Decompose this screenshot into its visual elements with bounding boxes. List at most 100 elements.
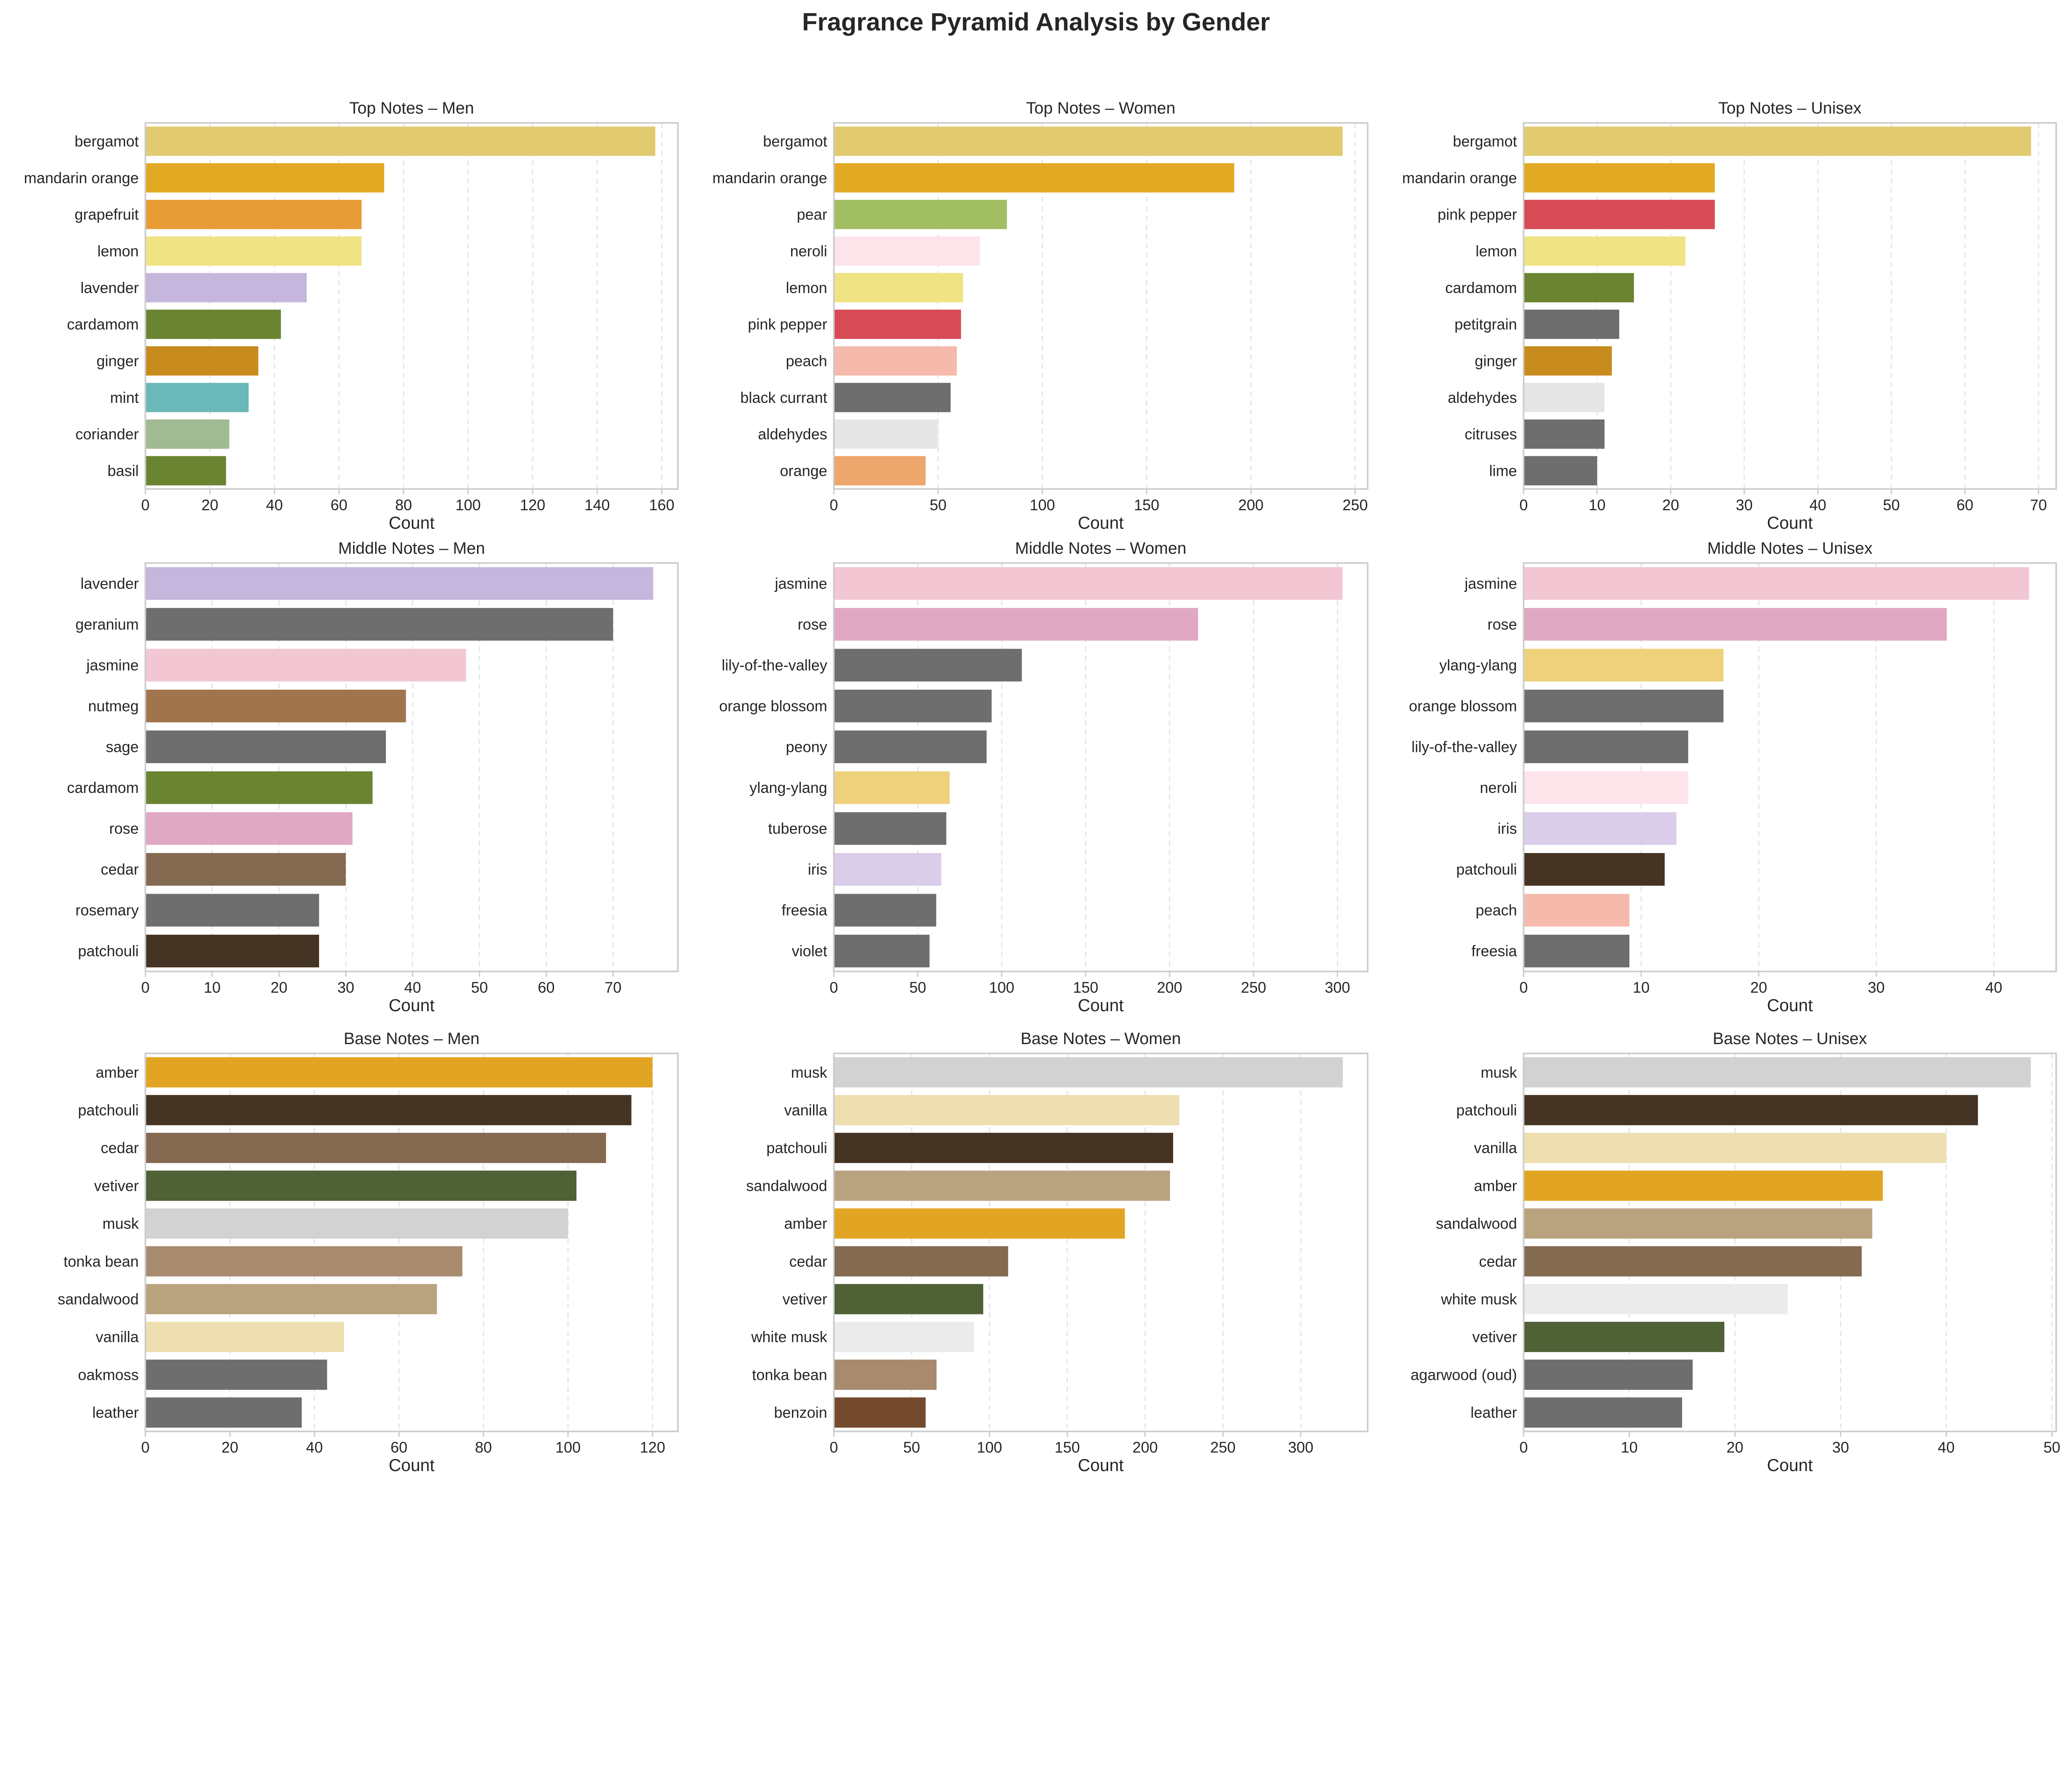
bar-lily-of-the-valley: [1523, 730, 1688, 763]
x-tick-label: 50: [471, 979, 488, 996]
x-tick-label: 50: [2043, 1439, 2060, 1456]
category-label: freesia: [782, 902, 828, 919]
category-label: patchouli: [1456, 1102, 1517, 1119]
x-axis-label: Count: [389, 1455, 435, 1475]
bar-musk: [834, 1057, 1343, 1088]
x-tick-label: 150: [1055, 1439, 1080, 1456]
axes-frame: [1523, 122, 2057, 490]
category-label: amber: [784, 1215, 827, 1232]
bar-musk: [145, 1208, 568, 1239]
bar-patchouli: [145, 935, 319, 967]
bar-patchouli: [1523, 1095, 1978, 1125]
bar-bergamot: [145, 126, 656, 156]
x-tick-label: 150: [1073, 979, 1098, 996]
x-tick-label: 100: [455, 497, 481, 514]
bar-geranium: [145, 608, 613, 641]
category-label: pink pepper: [1438, 206, 1517, 223]
category-label: lemon: [97, 242, 139, 259]
category-label: petitgrain: [1455, 316, 1517, 333]
category-label: cedar: [1479, 1253, 1517, 1270]
x-tick-label: 50: [903, 1439, 920, 1456]
axes-frame: [833, 562, 1369, 972]
x-tick-label: 0: [1519, 497, 1527, 514]
x-tick-label: 10: [1621, 1439, 1638, 1456]
bar-jasmine: [145, 649, 466, 682]
category-label: tuberose: [768, 820, 828, 837]
category-label: agarwood (oud): [1411, 1366, 1517, 1383]
x-tick-label: 100: [989, 979, 1014, 996]
category-label: aldehydes: [1448, 389, 1517, 406]
subplot-title: Middle Notes – Unisex: [1707, 539, 1873, 557]
category-label: bergamot: [763, 133, 827, 150]
subplot-title: Base Notes – Women: [1021, 1030, 1181, 1048]
x-tick-label: 10: [1633, 979, 1650, 996]
bar-tonka-bean: [834, 1360, 937, 1390]
category-label: rosemary: [75, 902, 139, 919]
category-label: amber: [96, 1064, 139, 1081]
bar-rosemary: [145, 894, 319, 927]
bar-grapefruit: [145, 200, 362, 229]
x-tick-label: 120: [640, 1439, 665, 1456]
x-tick-label: 140: [585, 497, 610, 514]
bar-patchouli: [145, 1095, 632, 1125]
bar-cardamom: [1523, 273, 1634, 303]
category-label: lemon: [1476, 242, 1517, 259]
category-label: pink pepper: [748, 316, 828, 333]
bar-bergamot: [834, 126, 1343, 156]
x-tick-label: 250: [1210, 1439, 1235, 1456]
axes-frame: [833, 122, 1369, 490]
category-label: lemon: [786, 279, 827, 296]
category-label: vanilla: [1474, 1139, 1518, 1156]
bar-cedar: [1523, 1246, 1862, 1277]
category-label: iris: [1498, 820, 1517, 837]
subplot-1: bergamot mandarin orange pear neroli lemon pi…: [712, 99, 1369, 533]
category-label: mint: [110, 389, 139, 406]
subplot-5: jasmine rose ylang-ylang orange blossom lily…: [1409, 539, 2057, 1015]
bar-lemon: [834, 273, 963, 303]
bar-citruses: [1523, 419, 1605, 449]
subplot-0: bergamot mandarin orange grapefruit lemon la…: [24, 99, 679, 533]
bar-amber: [1523, 1171, 1883, 1201]
category-label: ylang-ylang: [750, 779, 827, 796]
bar-peach: [1523, 894, 1629, 927]
bar-vetiver: [834, 1284, 983, 1314]
bar-rose: [834, 608, 1198, 641]
x-tick-label: 300: [1325, 979, 1350, 996]
category-label: basil: [107, 462, 138, 479]
x-tick-label: 70: [605, 979, 622, 996]
bar-aldehydes: [834, 419, 938, 449]
category-label: sandalwood: [746, 1177, 828, 1194]
bar-mint: [145, 383, 249, 412]
bar-orange: [834, 456, 926, 486]
x-tick-label: 60: [331, 497, 348, 514]
x-tick-label: 200: [1157, 979, 1182, 996]
bar-cardamom: [145, 310, 281, 339]
bar-vanilla: [834, 1095, 1179, 1125]
subplot-2: bergamot mandarin orange pink pepper lemon c…: [1402, 99, 2057, 533]
bar-lemon: [1523, 236, 1686, 266]
category-label: aldehydes: [758, 426, 827, 443]
bar-lavender: [145, 567, 654, 600]
bar-lemon: [145, 236, 362, 266]
x-axis-label: Count: [1078, 995, 1124, 1015]
x-tick-label: 20: [201, 497, 218, 514]
bar-white-musk: [1523, 1284, 1788, 1314]
figure: Fragrance Pyramid Analysis by Gender ber…: [24, 7, 2060, 1475]
bar-sandalwood: [1523, 1208, 1873, 1239]
x-tick-label: 50: [909, 979, 926, 996]
bar-jasmine: [1523, 567, 2029, 600]
bar-vanilla: [145, 1321, 344, 1352]
subplot-3: lavender geranium jasmine nutmeg sage cardamo…: [67, 539, 679, 1015]
x-tick-label: 40: [266, 497, 283, 514]
bar-leather: [1523, 1397, 1682, 1428]
category-label: geranium: [75, 616, 139, 633]
subplot-8: musk patchouli vanilla amber sandalwood cedar…: [1411, 1030, 2060, 1475]
figure-title: Fragrance Pyramid Analysis by Gender: [802, 7, 1270, 36]
bar-cardamom: [145, 771, 373, 804]
subplot-title: Top Notes – Unisex: [1718, 99, 1861, 117]
category-label: rose: [1487, 616, 1517, 633]
x-tick-label: 20: [271, 979, 288, 996]
axes-frame: [1523, 562, 2057, 972]
x-tick-label: 40: [1938, 1439, 1955, 1456]
x-tick-label: 100: [1030, 497, 1055, 514]
